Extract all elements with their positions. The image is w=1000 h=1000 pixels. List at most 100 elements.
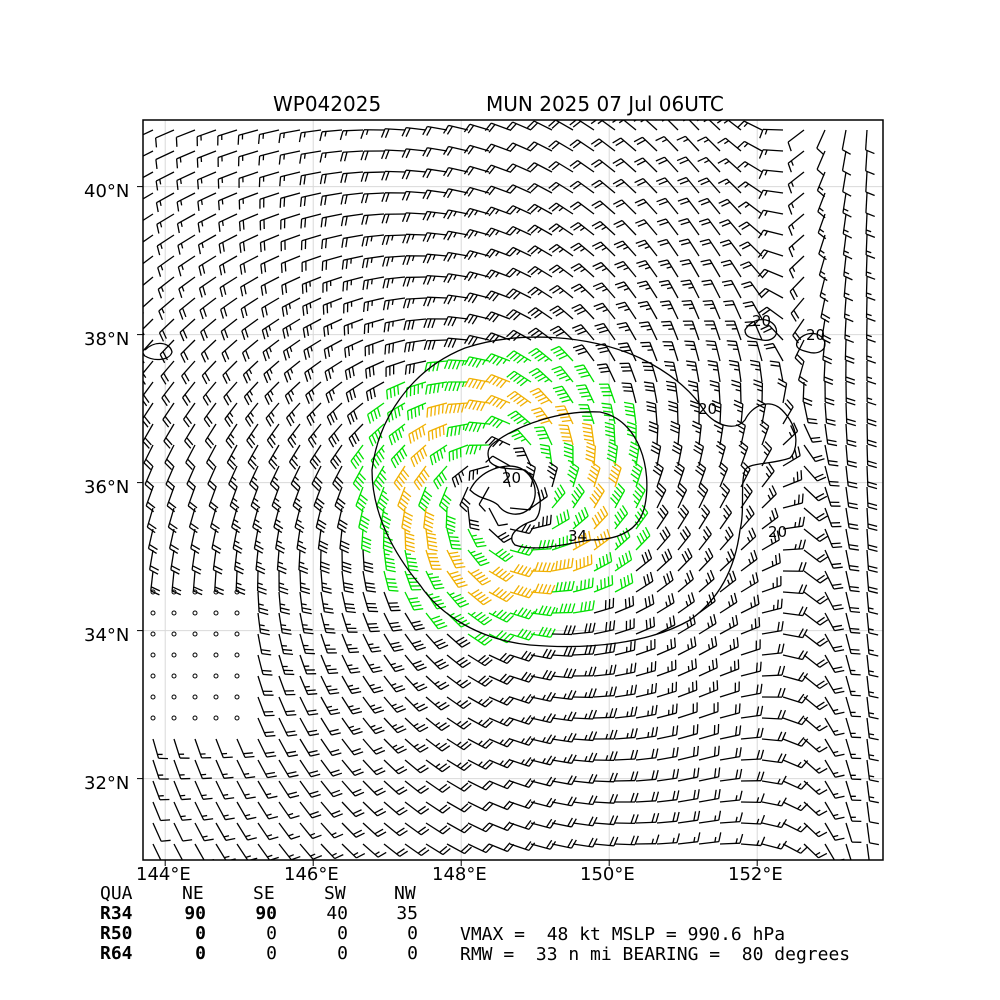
wind-barb <box>678 238 700 257</box>
wind-barb <box>143 255 154 265</box>
wind-barb <box>192 610 198 616</box>
wind-barb <box>756 399 767 425</box>
wind-barb <box>757 268 784 279</box>
wind-barb <box>700 259 721 278</box>
wind-barb <box>427 423 448 442</box>
wind-barb <box>446 570 468 589</box>
wind-barb <box>299 780 321 798</box>
wind-barb <box>824 738 845 757</box>
wind-barb <box>866 465 878 490</box>
wind-barb <box>178 276 196 299</box>
wind-barb <box>143 318 154 342</box>
wind-barb <box>866 612 879 636</box>
wind-barb <box>656 703 678 719</box>
wind-barb <box>410 444 428 468</box>
wind-barb <box>656 768 680 782</box>
wind-barb <box>569 180 595 194</box>
wind-barb <box>382 297 406 311</box>
wind-barb <box>234 549 244 575</box>
wind-barb <box>488 507 508 527</box>
wind-barb <box>530 626 556 638</box>
wind-barb <box>614 595 635 614</box>
wind-barb <box>404 759 429 774</box>
wind-barb <box>484 415 511 429</box>
wind-barb <box>259 192 280 209</box>
wind-barb <box>161 381 175 407</box>
wind-barb <box>313 486 325 513</box>
wind-barb <box>740 639 761 656</box>
wind-barb <box>866 780 879 804</box>
wind-barb <box>423 318 448 329</box>
wind-barb <box>383 801 408 816</box>
wind-barb <box>658 259 679 278</box>
wind-barb <box>320 822 344 839</box>
wind-barb <box>513 447 532 467</box>
wind-barb <box>383 717 407 734</box>
wind-barb <box>488 758 515 769</box>
wind-barb <box>484 394 511 410</box>
wind-barb <box>581 422 595 446</box>
wind-barb <box>467 780 494 791</box>
wind-barb <box>443 337 469 348</box>
wind-barb <box>443 188 469 199</box>
wind-barb <box>402 233 427 244</box>
wind-barb <box>787 129 805 152</box>
wind-barb <box>257 801 279 820</box>
wind-barb <box>614 792 639 803</box>
wind-barb <box>282 339 301 361</box>
wind-barb <box>782 606 808 617</box>
wind-barb <box>677 636 697 656</box>
wind-barb <box>404 633 426 651</box>
wind-barb <box>593 686 617 698</box>
wind-barb <box>572 709 598 720</box>
wind-barb <box>803 486 828 502</box>
wind-barb <box>506 350 532 364</box>
wind-barb <box>197 213 217 233</box>
wind-barb <box>572 644 597 656</box>
wind-barb <box>150 694 156 700</box>
wind-barb <box>281 297 301 317</box>
wind-barb <box>742 300 763 320</box>
wind-barb <box>262 339 280 362</box>
wind-barb <box>803 444 825 463</box>
wind-barb <box>614 706 638 719</box>
wind-barb <box>341 738 364 756</box>
wind-barb <box>287 423 301 449</box>
wind-barb <box>446 759 472 772</box>
wind-barb <box>215 843 236 860</box>
wind-barb <box>677 547 693 572</box>
wind-barb <box>360 129 385 139</box>
wind-barb <box>593 575 614 593</box>
wind-barb <box>257 738 277 758</box>
wind-barb <box>280 213 301 230</box>
wind-barb <box>143 129 154 136</box>
wind-barb <box>404 654 427 672</box>
wind-barb <box>152 780 170 801</box>
wind-barb <box>731 379 742 404</box>
wind-barb <box>328 423 343 448</box>
wind-barb <box>261 297 280 318</box>
wind-barb <box>488 566 514 582</box>
wind-barb <box>196 150 217 168</box>
wind-barb <box>635 638 656 656</box>
wind-barb <box>299 717 320 737</box>
wind-barb <box>656 833 680 845</box>
wind-barb <box>740 549 758 572</box>
r34-nw: 35 <box>396 903 418 924</box>
wind-barb <box>361 255 385 269</box>
wind-barb <box>866 654 879 678</box>
wind-barb <box>698 569 715 593</box>
wind-barb <box>803 843 828 859</box>
wind-barb <box>194 759 212 780</box>
wind-barb <box>401 190 427 201</box>
wind-barb <box>824 549 843 569</box>
wind-barb <box>824 528 843 549</box>
wind-barb <box>484 290 511 302</box>
wind-barb <box>488 586 514 603</box>
wind-barb <box>200 318 217 341</box>
wind-barb <box>360 192 385 204</box>
wind-barb <box>761 665 786 677</box>
wind-barb <box>376 486 389 513</box>
wind-barb <box>551 753 577 764</box>
